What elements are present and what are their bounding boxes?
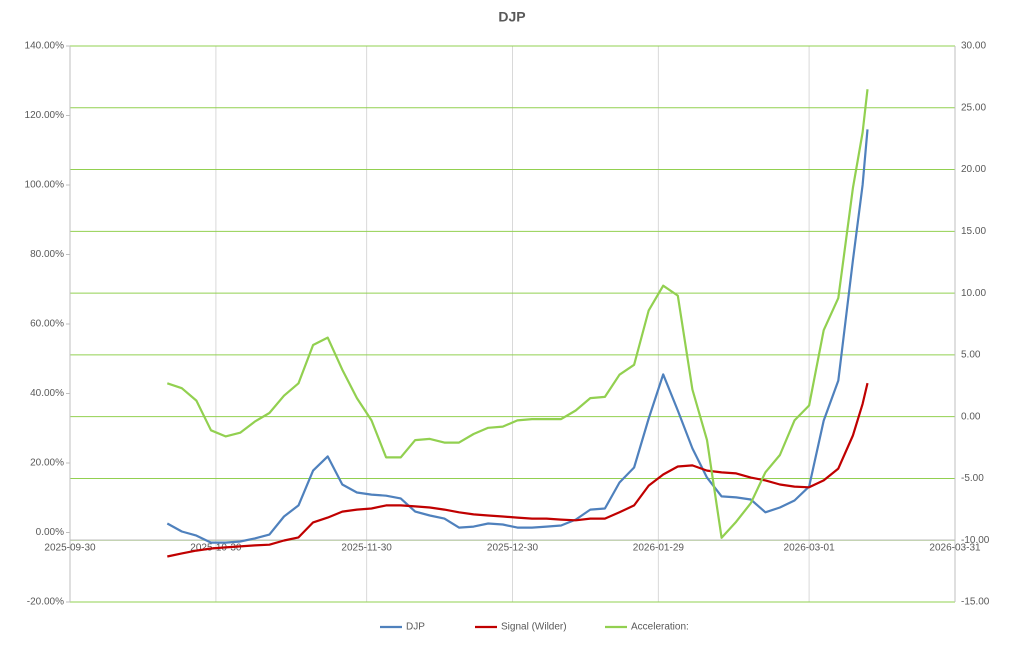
series-line	[166, 89, 869, 539]
chart-title: DJP	[498, 9, 525, 25]
legend-label: Acceleration:	[631, 622, 689, 633]
y2-tick-label: 15.00	[961, 226, 986, 237]
y2-tick-label: 5.00	[961, 350, 981, 361]
y2-tick-label: -10.00	[961, 535, 990, 546]
y-tick-label: 100.00%	[25, 180, 65, 191]
legend-label: DJP	[406, 622, 425, 633]
y2-tick-label: 20.00	[961, 164, 986, 175]
y2-tick-label: 30.00	[961, 41, 986, 52]
series-line	[166, 129, 869, 544]
y-tick-label: 0.00%	[36, 527, 64, 538]
y2-tick-label: -5.00	[961, 473, 984, 484]
x-tick-label: 2025-11-30	[341, 543, 392, 554]
y-tick-label: 60.00%	[30, 319, 64, 330]
legend-label: Signal (Wilder)	[501, 622, 567, 633]
y2-tick-label: 0.00	[961, 411, 981, 422]
y2-tick-label: 25.00	[961, 102, 986, 113]
y2-tick-label: -15.00	[961, 597, 990, 608]
y-tick-label: 120.00%	[25, 110, 65, 121]
x-tick-label: 2025-12-30	[487, 543, 539, 554]
y2-tick-label: 10.00	[961, 288, 986, 299]
y-tick-label: -20.00%	[27, 597, 64, 608]
y-tick-label: 40.00%	[30, 388, 64, 399]
x-tick-label: 2026-03-01	[784, 543, 836, 554]
y-tick-label: 140.00%	[25, 41, 65, 52]
y-tick-label: 80.00%	[30, 249, 64, 260]
x-tick-label: 2026-01-29	[633, 543, 685, 554]
y-tick-label: 20.00%	[30, 458, 64, 469]
